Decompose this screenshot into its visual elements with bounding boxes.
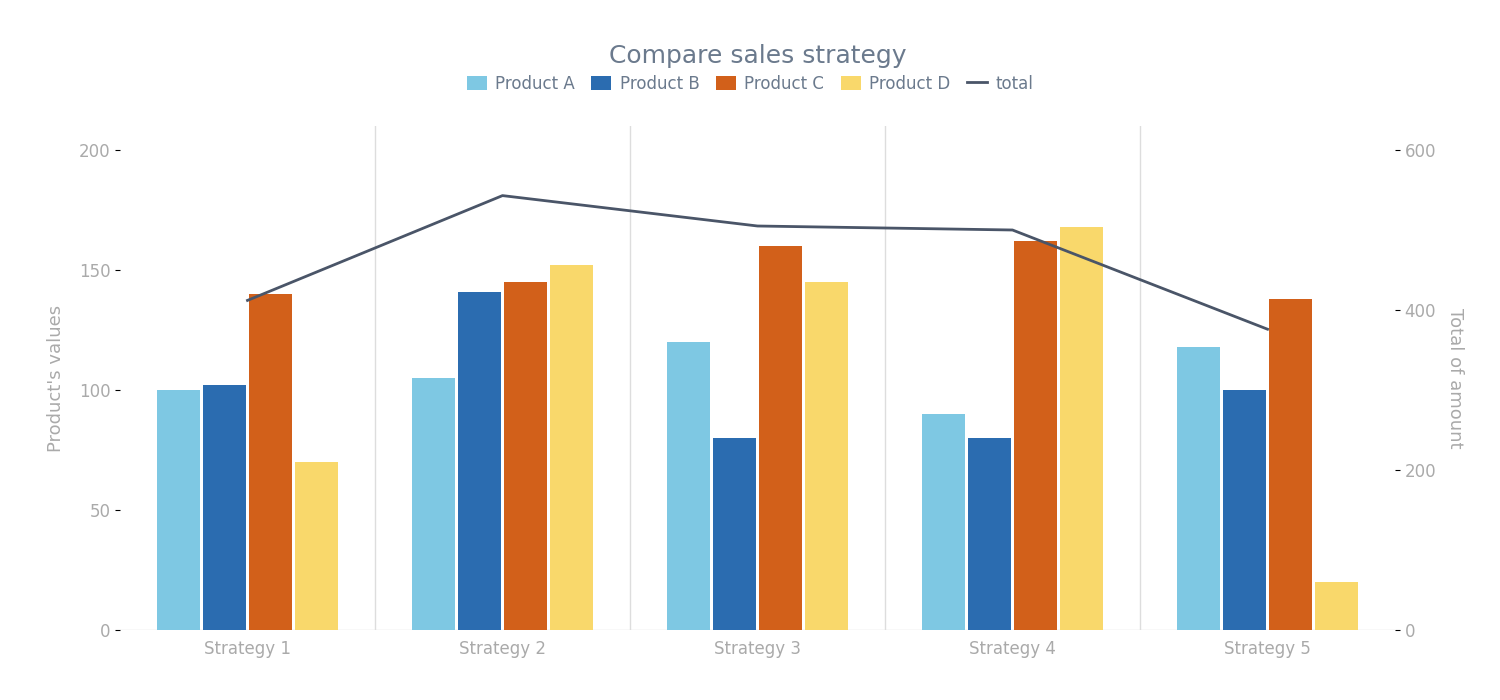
Title: Compare sales strategy: Compare sales strategy — [609, 45, 906, 69]
Bar — [922, 414, 966, 630]
total — [1004, 226, 1022, 234]
Bar — [668, 342, 711, 630]
total — [1258, 325, 1276, 333]
Bar — [1314, 582, 1358, 630]
Bar — [1178, 346, 1221, 630]
Legend: Product A, Product B, Product C, Product D, total: Product A, Product B, Product C, Product… — [460, 68, 1040, 99]
Bar — [202, 385, 246, 630]
Bar — [712, 438, 756, 630]
Bar — [759, 246, 802, 630]
Bar — [158, 390, 201, 630]
Bar — [1059, 227, 1102, 630]
Y-axis label: Total of amount: Total of amount — [1446, 308, 1464, 448]
Bar — [968, 438, 1011, 630]
Bar — [458, 292, 501, 630]
Bar — [1014, 241, 1058, 630]
Y-axis label: Product's values: Product's values — [46, 304, 64, 452]
Line: total: total — [248, 195, 1268, 329]
Bar — [804, 282, 847, 630]
Bar — [549, 265, 592, 630]
Bar — [504, 282, 548, 630]
Bar — [1222, 390, 1266, 630]
Bar — [294, 462, 338, 630]
Bar — [249, 294, 292, 630]
Bar — [413, 378, 456, 630]
total — [748, 222, 766, 230]
Bar — [1269, 299, 1312, 630]
total — [238, 296, 256, 304]
total — [494, 191, 512, 200]
